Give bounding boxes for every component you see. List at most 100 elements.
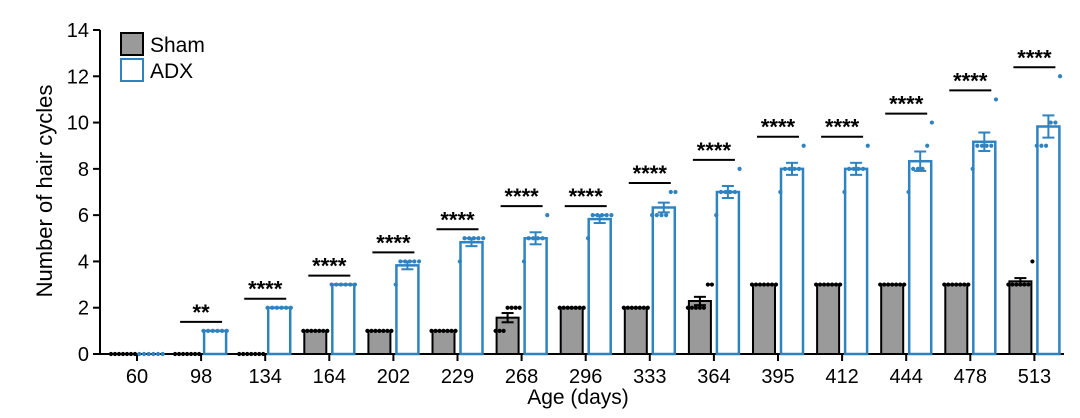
bar-adx <box>587 217 612 356</box>
y-tick-label: 4 <box>78 251 89 273</box>
bar-adx <box>715 190 741 356</box>
point-adx <box>393 282 398 287</box>
point-sham <box>878 282 883 287</box>
point-sham <box>1010 282 1015 287</box>
point-sham <box>429 328 434 333</box>
point-sham <box>321 328 326 333</box>
point-adx <box>526 236 531 241</box>
y-tick-label: 8 <box>78 159 89 181</box>
point-adx <box>545 213 550 218</box>
significance-stars: **** <box>376 230 411 255</box>
point-sham <box>509 305 514 310</box>
point-sham <box>309 328 314 333</box>
point-sham <box>830 282 835 287</box>
point-adx <box>1034 143 1039 148</box>
x-axis-label: Age (days) <box>527 386 629 409</box>
bar-sham <box>303 329 328 356</box>
point-adx <box>728 189 733 195</box>
axis-labels: Number of hair cycles Age (days) <box>32 85 629 409</box>
significance-stars: **** <box>633 161 668 186</box>
point-sham <box>433 328 438 333</box>
significance-stars: **** <box>953 68 988 93</box>
bar-sham <box>367 329 392 356</box>
point-sham <box>882 282 887 287</box>
point-sham <box>305 328 310 333</box>
point-adx <box>970 166 975 171</box>
point-adx <box>462 236 467 241</box>
bar-adx <box>266 306 292 356</box>
y-tick-label: 0 <box>78 344 89 366</box>
point-sham <box>249 351 254 357</box>
point-sham <box>954 282 959 287</box>
point-sham <box>950 282 955 287</box>
point-sham <box>701 305 707 310</box>
point-sham <box>573 305 578 310</box>
point-adx <box>714 213 719 218</box>
point-adx <box>155 351 161 357</box>
point-adx <box>279 305 284 310</box>
x-tick-label: 412 <box>825 366 858 388</box>
point-adx <box>141 351 147 357</box>
point-adx <box>718 189 724 195</box>
point-adx <box>270 305 275 310</box>
point-sham <box>1026 282 1031 287</box>
point-adx <box>654 213 659 218</box>
bar-adx <box>331 283 356 356</box>
point-sham <box>902 282 907 287</box>
point-sham <box>761 282 767 287</box>
point-sham <box>241 351 246 357</box>
point-sham <box>369 328 374 333</box>
point-sham <box>886 282 891 287</box>
significance-stars: **** <box>825 115 860 140</box>
point-adx <box>1057 74 1063 79</box>
point-adx <box>343 282 348 287</box>
x-tick-label: 134 <box>249 366 282 388</box>
point-sham <box>112 351 118 357</box>
point-sham <box>838 282 843 287</box>
bar-adx <box>459 240 484 356</box>
point-adx <box>224 328 229 333</box>
x-tick-label: 202 <box>377 366 410 388</box>
point-adx <box>975 143 980 148</box>
bar-sham <box>431 329 456 356</box>
point-adx <box>989 143 994 148</box>
point-sham <box>834 282 839 287</box>
point-adx <box>842 189 847 195</box>
point-adx <box>1048 120 1053 125</box>
point-adx <box>160 351 165 357</box>
point-sham <box>381 328 386 333</box>
point-adx <box>146 351 151 357</box>
point-sham <box>185 351 190 357</box>
x-tick-label: 364 <box>697 366 730 388</box>
point-adx <box>265 305 270 310</box>
point-sham <box>261 351 266 357</box>
legend-label-adx: ADX <box>150 60 193 83</box>
significance-annotations: ********************** **************** **… <box>180 45 1056 325</box>
point-sham <box>377 328 382 333</box>
point-sham <box>942 282 947 287</box>
point-adx <box>865 143 870 148</box>
point-adx <box>210 328 215 333</box>
point-adx <box>398 259 403 264</box>
y-tick-label: 12 <box>67 66 89 88</box>
point-adx <box>416 259 422 264</box>
significance-stars: **** <box>248 277 283 302</box>
error-bars <box>401 114 1055 324</box>
point-sham <box>765 282 771 287</box>
point-adx <box>338 282 344 287</box>
point-adx <box>1039 143 1044 148</box>
point-sham <box>181 351 186 357</box>
point-sham <box>769 282 775 287</box>
legend: Sham ADX <box>120 32 205 83</box>
significance-stars: **** <box>1017 45 1052 70</box>
point-adx <box>906 189 911 195</box>
x-tick-label: 513 <box>1018 366 1051 388</box>
point-adx <box>732 189 738 195</box>
point-adx <box>792 166 797 171</box>
x-tick-label: 98 <box>190 366 212 388</box>
point-adx <box>861 166 866 171</box>
point-adx <box>348 282 353 287</box>
bar-sham <box>623 306 648 356</box>
point-sham <box>773 282 779 287</box>
